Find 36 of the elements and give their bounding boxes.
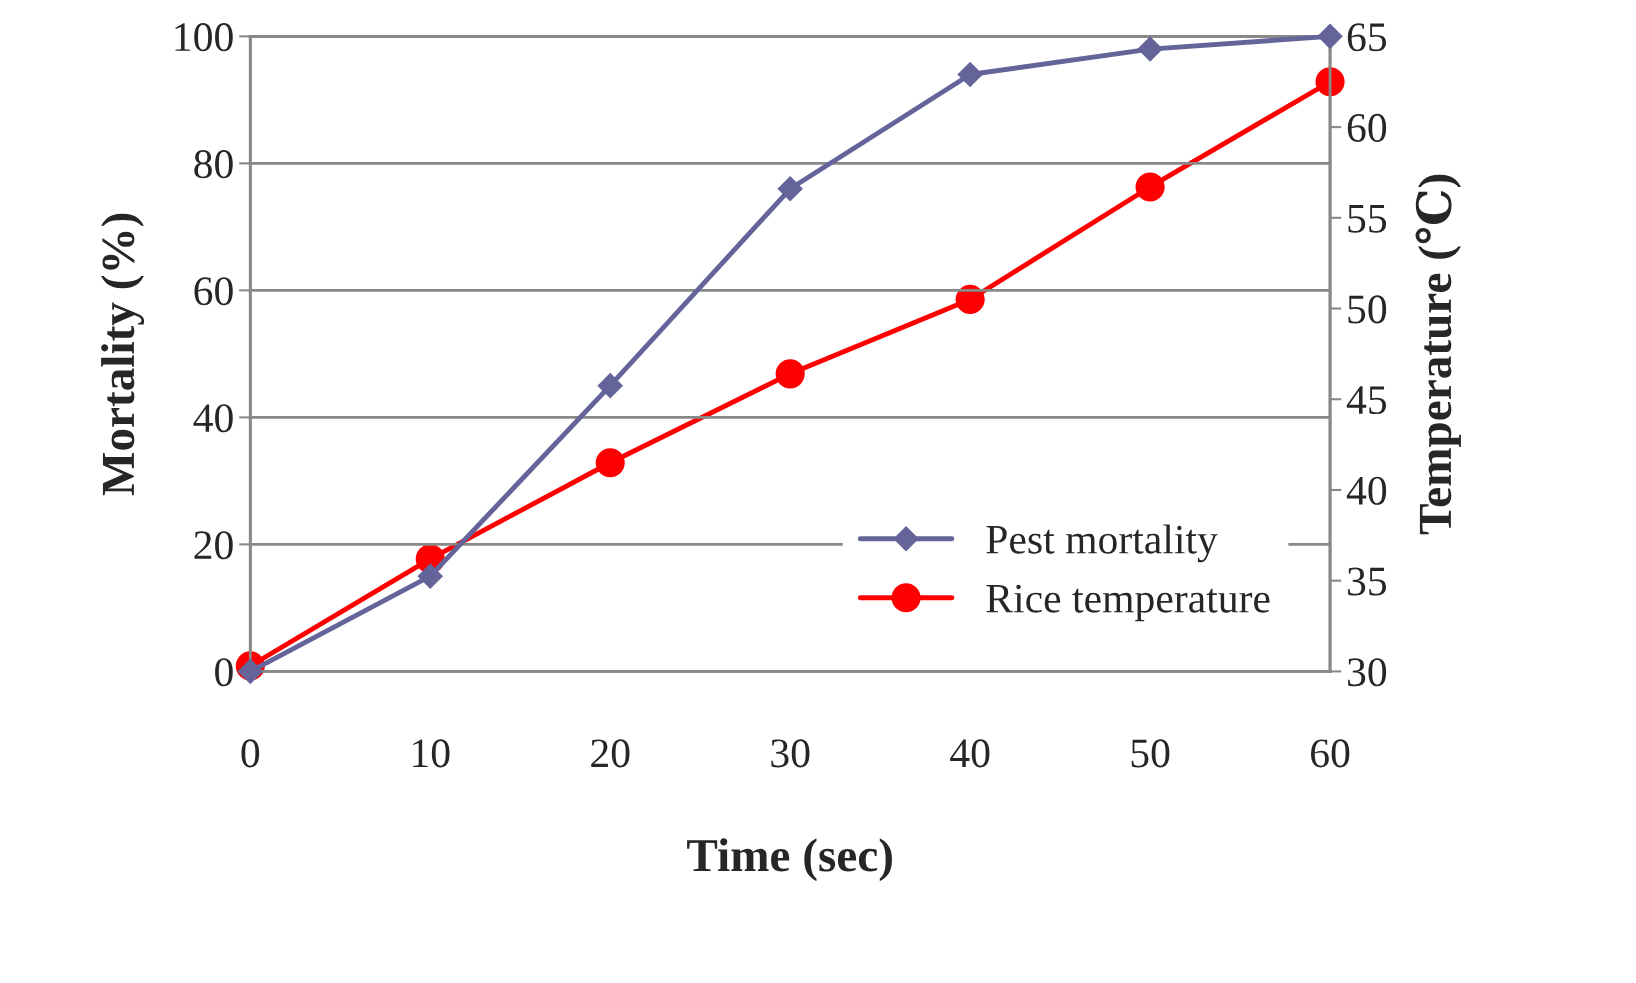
- point: [1137, 36, 1163, 62]
- y-tick-label: 40: [193, 404, 233, 433]
- x-tick-label: 0: [241, 739, 260, 768]
- x-tick-label: 40: [950, 739, 990, 768]
- point: [417, 563, 444, 589]
- x-tick-label: 50: [1131, 739, 1170, 768]
- y2-axis-title: Temperature (℃): [1415, 174, 1461, 535]
- y2-tick-label: 30: [1348, 658, 1387, 687]
- x-tick-label: 20: [591, 739, 630, 768]
- x-tick-label: 10: [413, 739, 450, 768]
- point: [957, 61, 983, 88]
- y2-tick-label: 45: [1346, 386, 1387, 415]
- point: [595, 448, 625, 478]
- y-tick-label: 20: [194, 531, 233, 560]
- point: [775, 359, 805, 389]
- legend-label: Pest mortality: [986, 524, 1218, 563]
- point: [1317, 23, 1343, 50]
- x-tick-label: 60: [1311, 739, 1350, 768]
- y-tick-label: 60: [194, 277, 233, 306]
- y-tick-label: 0: [215, 658, 233, 687]
- y-axis-title: Mortality (%): [101, 213, 145, 496]
- point: [777, 176, 803, 202]
- y-tick-label: 80: [194, 150, 233, 179]
- y2-tick-label: 65: [1347, 23, 1387, 52]
- x-axis-title: Time (sec): [687, 838, 892, 882]
- legend-label: Rice temperature: [986, 584, 1270, 622]
- x-tick-label: 30: [771, 739, 810, 768]
- point: [597, 372, 623, 399]
- y-tick-label: 100: [175, 23, 233, 52]
- y2-tick-label: 40: [1346, 476, 1387, 505]
- y2-tick-label: 50: [1348, 295, 1387, 324]
- y2-tick-label: 55: [1348, 204, 1387, 233]
- point: [1135, 172, 1165, 202]
- point: [237, 658, 264, 685]
- y2-tick-label: 60: [1347, 113, 1387, 142]
- y2-tick-label: 35: [1348, 567, 1387, 596]
